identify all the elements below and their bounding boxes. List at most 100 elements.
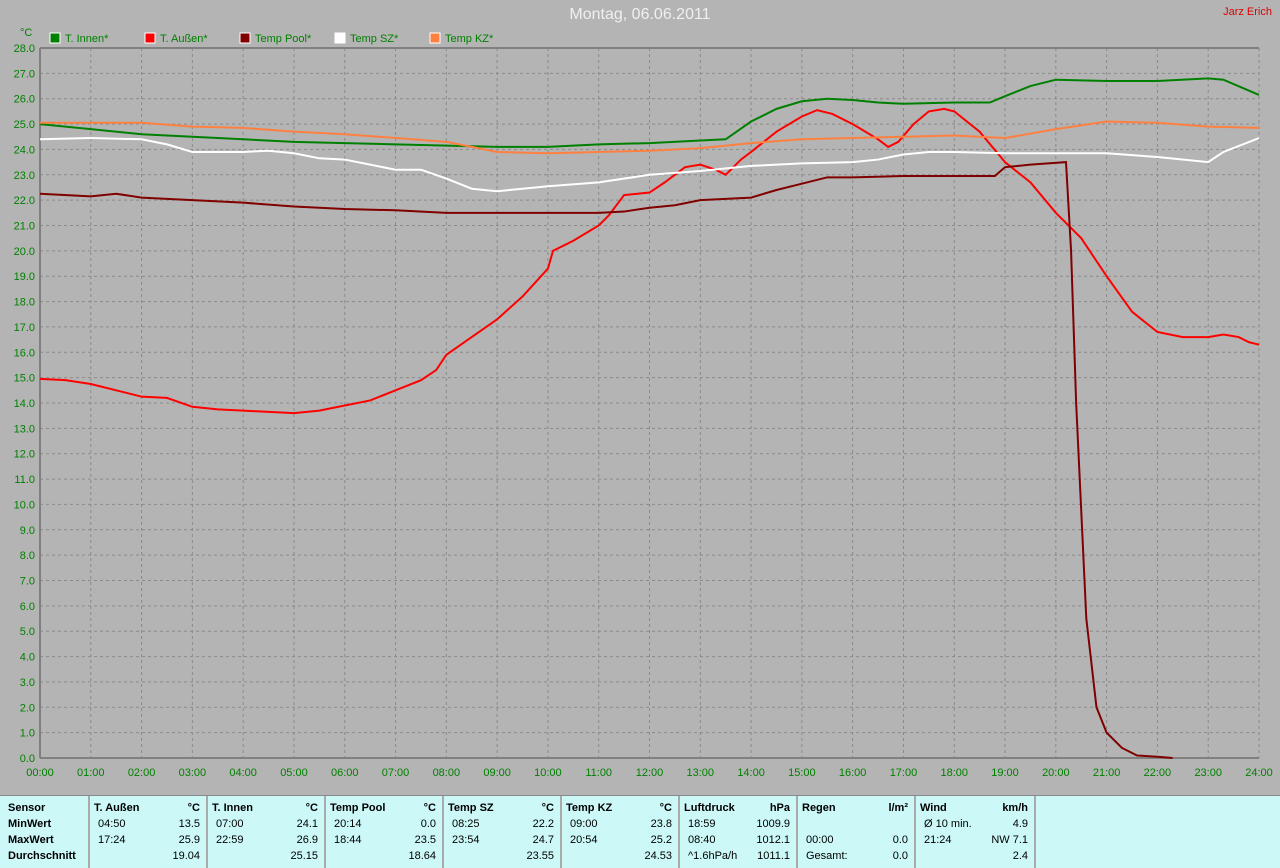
table-cell: 0.0 <box>420 818 436 830</box>
table-cell: Temp Pool <box>330 802 386 814</box>
table-cell: 18.64 <box>408 850 436 862</box>
y-tick-label: 1.0 <box>20 728 35 740</box>
table-cell: NW 7.1 <box>991 834 1028 846</box>
table-cell: ^1.6hPa/h <box>688 850 738 862</box>
table-cell: 08:40 <box>688 834 716 846</box>
y-tick-label: 25.0 <box>14 119 35 131</box>
table-cell: 23.5 <box>414 834 436 846</box>
legend-label: Temp KZ* <box>445 33 494 45</box>
table-cell: Sensor <box>8 802 46 814</box>
table-cell: Durchschnitt <box>8 850 76 862</box>
table-column: Temp Pool °C 20:14 0.0 18:44 23.5 18.64 <box>324 796 444 868</box>
table-cell: 08:25 <box>452 818 480 830</box>
y-tick-label: 26.0 <box>14 94 35 106</box>
x-tick-label: 05:00 <box>280 767 308 779</box>
table-cell: 13.5 <box>178 818 200 830</box>
x-tick-label: 11:00 <box>585 767 612 779</box>
author-label: Jarz Erich <box>1223 6 1272 18</box>
y-tick-label: 11.0 <box>14 474 35 486</box>
table-cell: 2.4 <box>1012 850 1028 862</box>
table-cell: 25.15 <box>290 850 318 862</box>
y-tick-label: 27.0 <box>14 68 35 80</box>
table-cell: 04:50 <box>98 818 126 830</box>
table-cell: 00:00 <box>806 834 834 846</box>
legend-swatch <box>144 32 156 44</box>
y-tick-label: 6.0 <box>20 601 35 613</box>
legend-label: T. Innen* <box>65 33 109 45</box>
table-cell: Regen <box>802 802 836 814</box>
x-tick-label: 18:00 <box>940 767 968 779</box>
legend-label: Temp SZ* <box>350 33 399 45</box>
y-tick-label: 0.0 <box>20 753 35 765</box>
table-column: T. Außen °C 04:50 13.5 17:24 25.9 19.04 <box>88 796 208 868</box>
x-tick-label: 15:00 <box>788 767 816 779</box>
table-cell: MaxWert <box>8 834 54 846</box>
table-cell: 21:24 <box>924 834 952 846</box>
table-column: Temp KZ °C 09:00 23.8 20:54 25.2 24.53 <box>560 796 680 868</box>
statistics-table: Sensor MinWert MaxWert Durchschnitt T. Außen… <box>0 795 1280 868</box>
table-cell: 25.2 <box>650 834 672 846</box>
x-tick-label: 14:00 <box>737 767 765 779</box>
y-tick-label: 16.0 <box>14 347 35 359</box>
table-cell: 18:59 <box>688 818 716 830</box>
table-cell: T. Innen <box>212 802 253 814</box>
table-cell: 25.9 <box>178 834 200 846</box>
legend-label: T. Außen* <box>160 33 208 45</box>
x-tick-label: 17:00 <box>890 767 918 779</box>
y-tick-label: 9.0 <box>20 525 35 537</box>
table-cell: l/m² <box>888 802 908 814</box>
table-cell: 19.04 <box>172 850 200 862</box>
x-tick-label: 13:00 <box>687 767 715 779</box>
y-tick-label: 12.0 <box>14 449 35 461</box>
series-line-0 <box>39 77 1260 148</box>
table-cell: 07:00 <box>216 818 244 830</box>
table-cell: 24.7 <box>532 834 554 846</box>
legend-swatch <box>239 32 251 44</box>
x-tick-label: 08:00 <box>433 767 461 779</box>
series-line-3 <box>39 137 1260 193</box>
x-tick-label: 07:00 <box>382 767 410 779</box>
y-tick-label: 4.0 <box>20 652 35 664</box>
temperature-chart: 0.0 1.0 2.0 3.0 4.0 5.0 6.0 7.0 8.0 9.0 10.0 11.0 12… <box>14 27 1273 779</box>
x-tick-label: 04:00 <box>229 767 257 779</box>
y-tick-label: 13.0 <box>14 423 35 435</box>
x-tick-label: 03:00 <box>179 767 207 779</box>
y-tick-label: 8.0 <box>20 550 35 562</box>
x-tick-label: 09:00 <box>483 767 511 779</box>
table-cell: Wind <box>920 802 947 814</box>
y-tick-label: 24.0 <box>14 144 35 156</box>
table-cell: 22.2 <box>532 818 554 830</box>
table-cell: 26.9 <box>296 834 318 846</box>
table-cell: Luftdruck <box>684 802 735 814</box>
table-cell: °C <box>305 802 318 814</box>
x-tick-label: 20:00 <box>1042 767 1070 779</box>
table-cell: 1009.9 <box>756 818 790 830</box>
x-tick-label: 19:00 <box>991 767 1019 779</box>
table-cell: km/h <box>1002 802 1028 814</box>
y-tick-label: 15.0 <box>14 373 35 385</box>
x-tick-label: 10:00 <box>534 767 562 779</box>
table-cell: °C <box>187 802 200 814</box>
x-tick-label: 12:00 <box>636 767 664 779</box>
table-column: Luftdruck hPa 18:59 1009.9 08:40 1012.1 ^1.6hP… <box>678 796 798 868</box>
table-column: Sensor MinWert MaxWert Durchschnitt <box>0 796 90 868</box>
x-tick-label: 06:00 <box>331 767 359 779</box>
table-column: Temp SZ °C 08:25 22.2 23:54 24.7 23.55 <box>442 796 562 868</box>
y-tick-label: 22.0 <box>14 195 35 207</box>
table-cell: T. Außen <box>94 802 140 814</box>
x-tick-label: 22:00 <box>1144 767 1172 779</box>
table-cell: 20:54 <box>570 834 598 846</box>
legend-swatch <box>429 32 441 44</box>
chart-title: Montag, 06.06.2011 <box>569 6 711 23</box>
x-tick-label: 02:00 <box>128 767 156 779</box>
y-tick-label: 18.0 <box>14 297 35 309</box>
table-cell: 18:44 <box>334 834 362 846</box>
table-column: T. Innen °C 07:00 24.1 22:59 26.9 25.15 <box>206 796 326 868</box>
y-tick-label: 3.0 <box>20 677 35 689</box>
y-tick-label: 7.0 <box>20 576 35 588</box>
legend-swatch <box>334 32 346 44</box>
table-cell: 4.9 <box>1012 818 1028 830</box>
table-cell: Ø 10 min. <box>924 818 972 830</box>
y-tick-label: 28.0 <box>14 43 35 55</box>
table-cell: °C <box>423 802 436 814</box>
